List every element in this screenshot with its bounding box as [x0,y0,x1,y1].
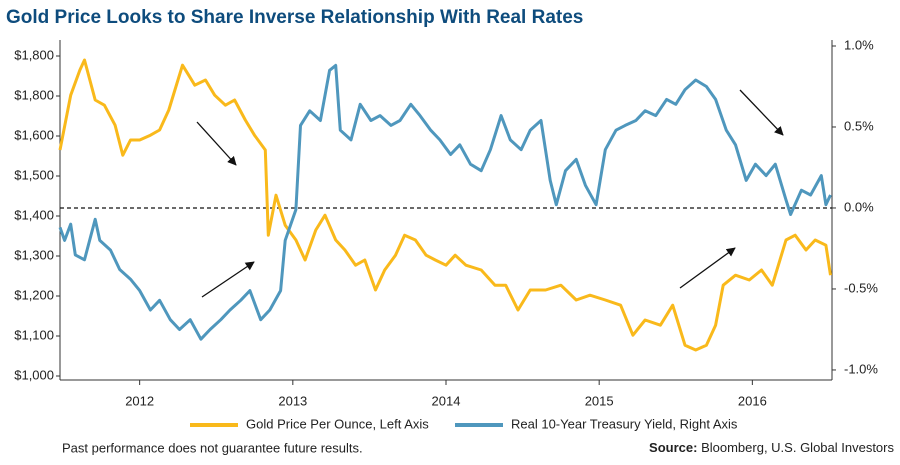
series-line [58,58,832,352]
x-tick-label: 2013 [278,393,307,408]
y-tick-label: $1,800 [14,87,54,102]
y-tick-label: $1,200 [14,287,54,302]
source-text: Bloomberg, U.S. Global Investors [701,440,894,455]
source-label: Source: [649,440,697,455]
arrow [196,121,237,166]
arrow [739,89,784,136]
y-tick-label: $1,300 [14,247,54,262]
y-tick-label: $1,800 [14,47,54,62]
footnote: Past performance does not guarantee futu… [62,440,363,455]
y-tick-label: $1,600 [14,127,54,142]
arrow [201,261,255,298]
x-tick-label: 2012 [125,393,154,408]
y-tick-label: $1,400 [14,207,54,222]
series-line [58,63,832,341]
y-tick-label: $1,000 [14,367,54,382]
x-tick-label: 2015 [585,393,614,408]
x-tick-label: 2014 [432,393,461,408]
legend-label: Gold Price Per Ounce, Left Axis [246,416,429,431]
x-tick-label: 2016 [738,393,767,408]
chart-title: Gold Price Looks to Share Inverse Relati… [6,7,583,28]
plot-area: $1,000 $1,100 $1,200 $1,300 $1,400 $1,500 $1,6… [14,37,878,408]
legend-label: Real 10-Year Treasury Yield, Right Axis [511,416,738,431]
y2-tick-label: 1.0% [844,37,874,52]
annotation-arrows [196,89,784,298]
y2-tick-label: -0.5% [844,280,878,295]
arrow [679,247,736,289]
y2-tick-label: -1.0% [844,361,878,376]
source: Source: Bloomberg, U.S. Global Investors [649,440,894,455]
y2-tick-label: 0.0% [844,199,874,214]
y2-tick-label: 0.5% [844,118,874,133]
y-tick-label: $1,100 [14,327,54,342]
y-tick-label: $1,500 [14,167,54,182]
